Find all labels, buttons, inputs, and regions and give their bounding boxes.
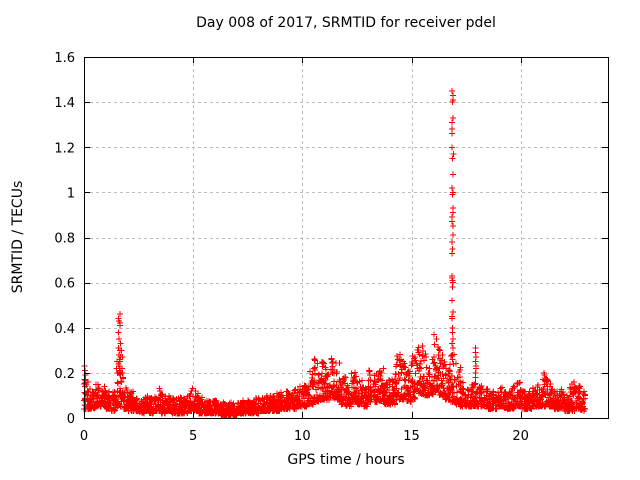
y-tick-label: 0.2	[54, 367, 75, 382]
x-tick-label: 10	[294, 429, 311, 444]
y-tick-label: 1.4	[54, 96, 75, 111]
y-tick-label: 0.6	[54, 277, 75, 292]
x-axis-label: GPS time / hours	[287, 452, 405, 468]
x-tick-label: 20	[512, 429, 529, 444]
y-tick-label: 0	[67, 412, 75, 427]
x-tick-label: 5	[189, 429, 197, 444]
x-tick-label: 0	[80, 429, 88, 444]
chart-title: Day 008 of 2017, SRMTID for receiver pde…	[196, 15, 496, 31]
y-tick-label: 1	[67, 186, 75, 201]
y-tick-label: 0.8	[54, 232, 75, 247]
x-tick-label: 15	[403, 429, 420, 444]
y-tick-label: 1.6	[54, 51, 75, 66]
y-tick-label: 0.4	[54, 322, 75, 337]
y-tick-label: 1.2	[54, 141, 75, 156]
